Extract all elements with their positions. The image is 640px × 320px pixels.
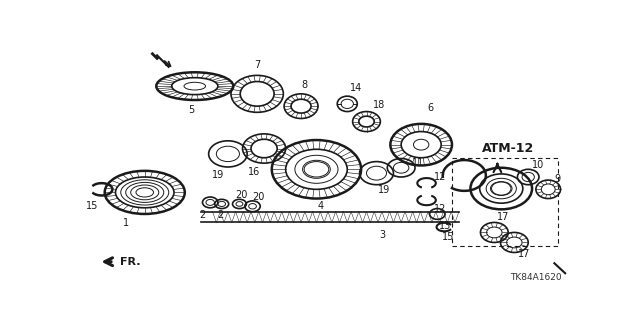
Text: 17: 17	[497, 212, 509, 222]
Text: 12: 12	[433, 172, 446, 182]
Text: 20: 20	[253, 192, 265, 202]
Text: 20: 20	[235, 190, 247, 200]
Text: 1: 1	[123, 218, 129, 228]
Text: ATM-12: ATM-12	[482, 142, 534, 155]
Text: 6: 6	[428, 103, 433, 113]
Text: 5: 5	[189, 105, 195, 115]
Text: 15: 15	[442, 232, 454, 242]
Text: 16: 16	[248, 167, 260, 177]
Text: 14: 14	[349, 84, 362, 93]
Text: 19: 19	[378, 185, 390, 195]
Text: 19: 19	[212, 171, 224, 180]
Text: FR.: FR.	[120, 257, 141, 267]
Bar	[452, 158, 558, 246]
Text: 12: 12	[433, 204, 446, 214]
Text: 15: 15	[86, 201, 99, 211]
Text: 2: 2	[217, 210, 223, 220]
Text: 10: 10	[532, 160, 545, 170]
Text: 18: 18	[372, 100, 385, 110]
Text: 7: 7	[254, 60, 260, 70]
Text: 2: 2	[200, 211, 205, 220]
Text: 9: 9	[554, 173, 561, 184]
Text: 8: 8	[301, 80, 307, 90]
Text: 11: 11	[412, 158, 424, 168]
Text: 4: 4	[317, 201, 323, 211]
Text: TK84A1620: TK84A1620	[510, 273, 562, 282]
Text: 17: 17	[518, 249, 531, 259]
Text: 13: 13	[439, 221, 451, 231]
Text: 3: 3	[379, 230, 385, 240]
